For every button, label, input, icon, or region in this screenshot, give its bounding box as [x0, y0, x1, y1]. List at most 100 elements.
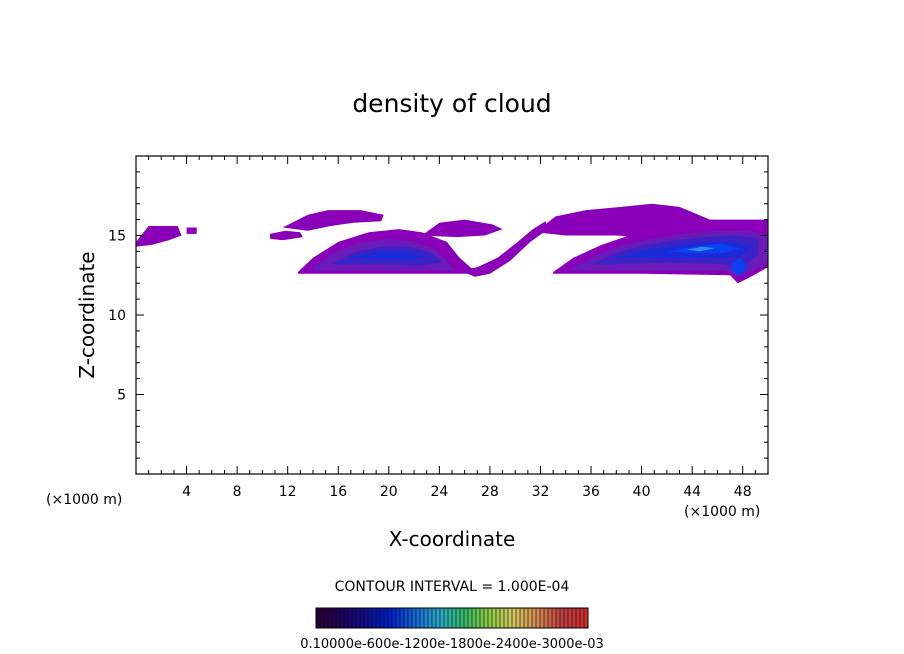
chart-title: density of cloud	[352, 89, 551, 118]
colorbar-cell	[532, 608, 537, 628]
x-tick-label: 32	[532, 484, 550, 500]
x-tick-label: 40	[633, 484, 651, 500]
x-tick-label: 36	[582, 484, 600, 500]
colorbar-cell	[380, 608, 385, 628]
density-region-east-tail-level4	[730, 257, 748, 276]
colorbar-cell	[472, 608, 477, 628]
colorbar-cell	[516, 608, 521, 628]
colorbar-cell	[332, 608, 337, 628]
colorbar-cell	[344, 608, 349, 628]
colorbar-cell	[448, 608, 453, 628]
x-tick-label: 12	[279, 484, 297, 500]
colorbar-cell	[572, 608, 577, 628]
colorbar-cell	[540, 608, 545, 628]
colorbar-cell	[524, 608, 529, 628]
colorbar-frame	[315, 607, 589, 629]
y-axis-title: Z-coordinate	[75, 251, 99, 378]
colorbar-cell	[360, 608, 365, 628]
colorbar-cell	[504, 608, 509, 628]
colorbar-cell	[428, 608, 433, 628]
colorbar-cell	[480, 608, 485, 628]
colorbar-cell	[328, 608, 333, 628]
colorbar-cell	[408, 608, 413, 628]
colorbar-cell	[564, 608, 569, 628]
colorbar-cell	[340, 608, 345, 628]
density-region-left-upper-fragment	[136, 226, 182, 247]
colorbar-cell	[484, 608, 489, 628]
colorbar-cell	[492, 608, 497, 628]
colorbar-labels: 0.10000e-600e-1200e-1800e-2400e-3000e-03	[300, 637, 604, 652]
colorbar-cell	[316, 608, 321, 628]
colorbar-cell	[464, 608, 469, 628]
density-region-east-core-level5	[687, 246, 715, 252]
density-region-mid-upper-cap	[282, 210, 384, 231]
colorbar-cell	[508, 608, 513, 628]
plot-frame	[135, 155, 769, 475]
x-tick-label: 48	[734, 484, 752, 500]
colorbar	[315, 608, 589, 628]
colorbar-cell	[488, 608, 493, 628]
colorbar-cell	[520, 608, 525, 628]
density-region-central-bridge	[459, 221, 549, 277]
contour-interval-label: CONTOUR INTERVAL = 1.000E-04	[335, 579, 570, 595]
y-tick-label: 5	[117, 388, 126, 404]
colorbar-cell	[420, 608, 425, 628]
colorbar-cell	[440, 608, 445, 628]
x-tick-label: 20	[380, 484, 398, 500]
colorbar-cell	[372, 608, 377, 628]
density-region-central-upper-band	[421, 219, 503, 238]
colorbar-cell	[584, 608, 589, 628]
colorbar-cell	[460, 608, 465, 628]
y-tick-label: 15	[108, 229, 126, 245]
colorbar-cell	[404, 608, 409, 628]
colorbar-cell	[560, 608, 565, 628]
colorbar-cell	[548, 608, 553, 628]
colorbar-cell	[544, 608, 549, 628]
colorbar-cell	[556, 608, 561, 628]
colorbar-cell	[376, 608, 381, 628]
colorbar-cell	[568, 608, 573, 628]
x-tick-label: 28	[481, 484, 499, 500]
density-region-left-upper-small	[186, 227, 197, 234]
x-tick-label: 4	[182, 484, 191, 500]
colorbar-cell	[320, 608, 325, 628]
colorbar-cell	[512, 608, 517, 628]
x-tick-label: 16	[329, 484, 347, 500]
colorbar-cell	[416, 608, 421, 628]
colorbar-cell	[392, 608, 397, 628]
colorbar-cell	[352, 608, 357, 628]
colorbar-cell	[384, 608, 389, 628]
colorbar-cell	[424, 608, 429, 628]
x-axis-ticks: 4 8 12 16 20 24 28 32 36 40 44 48	[148, 156, 756, 500]
colorbar-cell	[468, 608, 473, 628]
y-tick-label: 10	[108, 308, 126, 324]
colorbar-cell	[364, 608, 369, 628]
colorbar-cell	[432, 608, 437, 628]
colorbar-cell	[436, 608, 441, 628]
density-region-west-anvil-level3	[350, 251, 427, 260]
colorbar-cell	[388, 608, 393, 628]
colorbar-cell	[324, 608, 329, 628]
colorbar-cell	[412, 608, 417, 628]
colorbar-cell	[496, 608, 501, 628]
density-region-west-upper-streak	[270, 230, 303, 241]
colorbar-cell	[476, 608, 481, 628]
colorbar-cell	[400, 608, 405, 628]
colorbar-cell	[336, 608, 341, 628]
x-tick-label: 44	[683, 484, 701, 500]
colorbar-cell	[444, 608, 449, 628]
x-unit-label: (×1000 m)	[684, 504, 760, 520]
colorbar-cell	[536, 608, 541, 628]
x-tick-label: 8	[233, 484, 242, 500]
colorbar-cell	[580, 608, 585, 628]
colorbar-cell	[456, 608, 461, 628]
colorbar-cell	[552, 608, 557, 628]
colorbar-cell	[576, 608, 581, 628]
y-unit-label: (×1000 m)	[46, 492, 122, 508]
colorbar-cell	[348, 608, 353, 628]
x-tick-label: 24	[430, 484, 448, 500]
colorbar-cell	[396, 608, 401, 628]
colorbar-cell	[500, 608, 505, 628]
